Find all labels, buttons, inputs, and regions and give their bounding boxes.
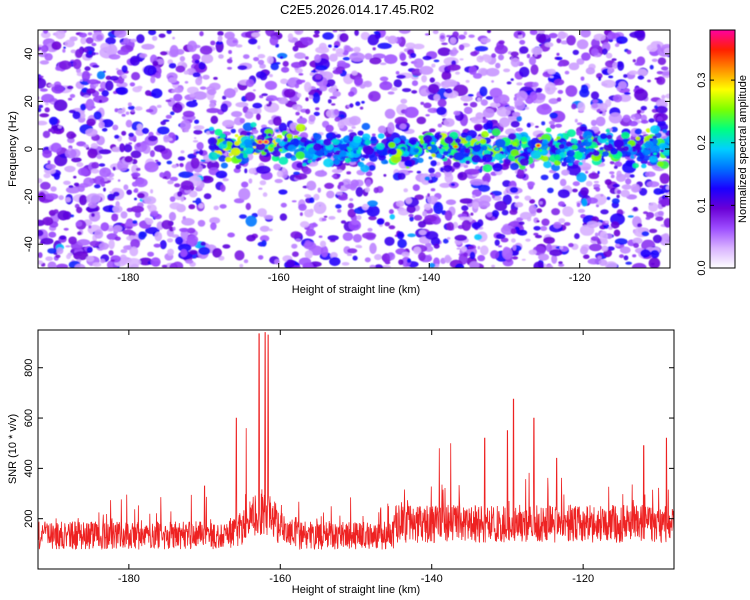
snr-panel: -180 -160 -140 -120 200 400 600 800 Height of … — [7, 329, 675, 596]
x-tick-label: -160 — [269, 573, 291, 585]
x-tick-label: -160 — [268, 272, 290, 284]
chart-title: C2E5.2026.014.17.45.R02 — [280, 2, 434, 17]
snr-x-ticks: -180 -160 -140 -120 — [118, 330, 594, 585]
y-tick-label: 600 — [23, 409, 35, 427]
x-tick-label: -180 — [118, 573, 140, 585]
colorbar-label: Normalized spectral amplitude — [737, 75, 749, 223]
snr-series-line — [38, 332, 674, 551]
colorbar-tick-label: 0.3 — [696, 72, 708, 87]
snr-y-axis-label: SNR (10 * v/v) — [7, 414, 19, 484]
snr-y-ticks: 200 400 600 800 — [23, 359, 674, 528]
x-tick-label: -120 — [572, 573, 594, 585]
spectrogram-heatmap — [38, 30, 670, 268]
colorbar-ticks: 0.0 0.1 0.2 0.3 — [696, 72, 735, 276]
spectrogram-x-ticks: -180 -160 -140 -120 — [117, 30, 591, 284]
x-tick-label: -140 — [421, 573, 443, 585]
y-tick-label: 200 — [23, 510, 35, 528]
spectrogram-x-axis-label: Height of straight line (km) — [292, 284, 420, 296]
snr-x-axis-label: Height of straight line (km) — [292, 584, 420, 596]
y-tick-label: 800 — [23, 359, 35, 377]
colorbar-tick-label: 0.1 — [696, 198, 708, 213]
colorbar-tick-label: 0.2 — [696, 135, 708, 150]
y-tick-label: -20 — [23, 189, 35, 205]
colorbar: 0.0 0.1 0.2 0.3 Normalized spectral amplitu… — [696, 29, 749, 276]
colorbar-tick-label: 0.0 — [696, 260, 708, 275]
x-tick-label: -180 — [117, 272, 139, 284]
x-tick-label: -140 — [418, 272, 440, 284]
y-tick-label: -40 — [23, 236, 35, 252]
spectrogram-panel: -180 -160 -140 -120 -40 -20 0 20 40 Height of s… — [7, 29, 671, 296]
y-tick-label: 0 — [23, 146, 35, 152]
colorbar-gradient — [709, 29, 736, 269]
y-tick-label: 400 — [23, 459, 35, 477]
spectrogram-y-axis-label: Frequency (Hz) — [7, 111, 19, 187]
snr-frame — [37, 329, 675, 570]
x-tick-label: -120 — [569, 272, 591, 284]
y-tick-label: 20 — [23, 95, 35, 107]
y-tick-label: 40 — [23, 48, 35, 60]
spectrogram-y-ticks: -40 -20 0 20 40 — [23, 48, 670, 252]
